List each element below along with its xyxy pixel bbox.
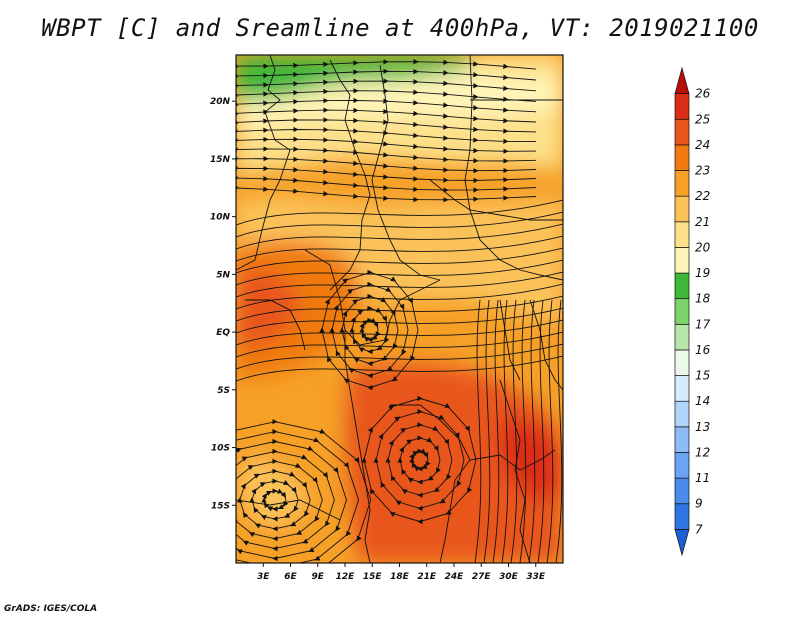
colorbar-swatch [674,93,690,120]
colorbar-swatch [674,195,690,223]
streamline [474,299,482,563]
streamline [361,395,477,525]
lon-tick-label: 33E [526,572,546,582]
colorbar-label: 21 [695,215,710,229]
lon-tick-label: 18E [390,572,410,582]
lon-tick-label: 6E [284,572,297,582]
colorbar-label: 24 [695,138,710,152]
streamline [319,269,419,391]
colorbar-swatch [674,247,690,274]
colorbar-swatch [674,272,690,300]
colorbar-label: 9 [695,497,703,511]
colorbar-label: 26 [695,87,711,101]
streamline [236,271,563,298]
colorbar-label: 12 [695,445,710,459]
colorbar-swatch [674,144,690,171]
streamline [236,211,563,238]
streamline [236,68,537,81]
lat-tick-label: 5N [216,270,230,280]
streamline [236,235,563,262]
streamline [546,299,554,563]
lon-tick-label: 21E [417,572,437,582]
lon-tick-label: 15E [363,572,383,582]
lat-tick-label: EQ [216,328,230,338]
lon-tick-label: 3E [257,572,270,582]
colorbar-swatch [674,426,690,453]
colorbar-label: 14 [695,394,710,408]
lat-tick-label: 20N [210,97,231,107]
colorbar-swatch [674,118,690,146]
colorbar-swatch [674,400,690,428]
colorbar-swatch [674,477,690,505]
streamline [236,259,563,286]
lat-tick-label: 15S [211,501,230,511]
lon-tick-label: 30E [499,572,519,582]
colorbar-label: 13 [695,420,710,434]
lon-tick-label: 24E [445,572,465,582]
colorbar-label: 20 [695,240,711,254]
latitude-axis: 20N 15N 10N 5N EQ 5S 10S 15S [210,97,236,511]
streamline [510,299,518,563]
streamline [236,343,563,370]
colorbar-swatch [674,170,690,197]
streamline [236,199,563,226]
lat-tick-label: 10S [211,444,230,454]
colorbar-label: 11 [695,471,710,485]
streamline [236,319,563,346]
colorbar-label: 17 [695,317,711,331]
streamline [236,295,563,322]
streamline [519,299,527,563]
map-title: WBPT [C] and Sreamline at 400hPa, VT: 20… [41,14,759,42]
streamline [236,223,563,250]
grads-credit: GrADS: IGES/COLA [4,604,98,614]
longitude-axis: 3E 6E 9E 12E 15E 18E 21E 24E 27E 30E 33E [257,563,546,582]
streamline [236,419,372,563]
lat-tick-label: 5S [217,386,230,396]
streamline [236,247,563,274]
streamline [483,299,491,563]
lat-tick-label: 10N [210,213,231,223]
colorbar-swatch [674,529,690,557]
colorbar-swatch [674,66,690,94]
streamline [492,299,500,563]
colorbar-label: 16 [695,343,711,357]
colorbar-swatch [674,349,690,376]
streamline [501,299,509,563]
colorbar-swatch [674,452,690,479]
lon-tick-label: 9E [312,572,325,582]
colorbar-label: 18 [695,292,711,306]
colorbar-label: 25 [695,112,710,126]
colorbar-label: 7 [695,522,703,536]
streamline [236,186,537,203]
streamline [236,78,537,92]
colorbar-label: 19 [695,266,710,280]
colorbar-swatch [674,323,690,351]
streamline [537,299,545,563]
lon-tick-label: 27E [472,572,492,582]
colorbar-swatch [674,503,690,530]
colorbar-swatch [674,298,690,325]
colorbar-label: 23 [695,164,710,178]
colorbar-swatch [674,375,690,402]
colorbar-label: 15 [695,369,710,383]
streamline [236,283,563,310]
lat-tick-label: 15N [210,155,231,165]
streamlines [236,58,563,563]
streamline [236,331,563,358]
streamline [555,299,563,563]
streamline [236,88,537,102]
lon-tick-label: 12E [336,572,356,582]
streamline [236,58,537,70]
streamline [236,355,563,382]
streamline [528,299,536,563]
colorbar-swatch [674,221,690,248]
colorbar-label: 22 [695,189,710,203]
streamline [236,307,563,334]
